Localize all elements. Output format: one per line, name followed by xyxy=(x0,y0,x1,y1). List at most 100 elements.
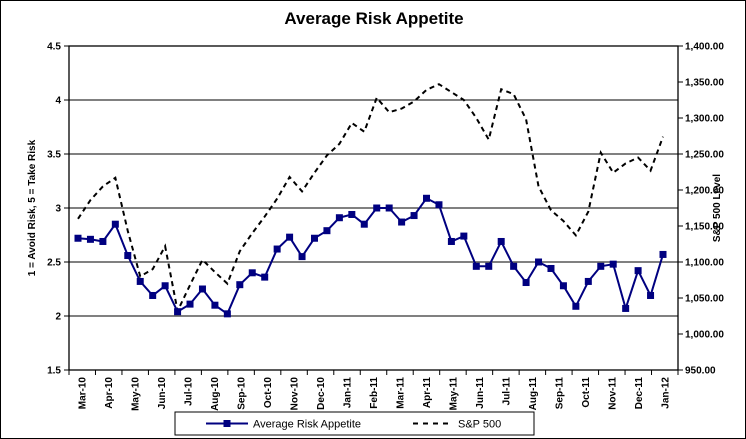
left-axis-tick-label: 4 xyxy=(55,96,61,107)
right-axis-tick-label: 1,000.00 xyxy=(685,330,724,341)
x-axis-label: Jan-11 xyxy=(343,377,354,409)
x-axis-label: Nov-10 xyxy=(290,377,301,411)
x-axis-label: May-11 xyxy=(448,377,459,411)
data-point-marker xyxy=(609,260,617,268)
right-axis-tick-label: 1,100.00 xyxy=(685,258,724,269)
legend-risk-sample-marker xyxy=(223,420,231,427)
x-axis-label: May-10 xyxy=(131,377,142,411)
x-axis-label: Oct-11 xyxy=(581,377,592,408)
data-point-marker xyxy=(510,262,518,270)
x-axis-label: Jul-11 xyxy=(501,377,512,406)
x-axis-label: Nov-11 xyxy=(607,377,618,410)
data-point-marker xyxy=(149,291,157,299)
data-point-marker xyxy=(559,282,567,290)
data-point-marker xyxy=(286,233,294,241)
chart-title: Average Risk Appetite xyxy=(284,9,464,28)
left-axis-tick-label: 3.5 xyxy=(47,150,61,161)
data-point-marker xyxy=(634,267,642,275)
data-point-marker xyxy=(584,277,592,285)
x-axis-label: Jun-11 xyxy=(475,377,486,409)
data-point-marker xyxy=(360,220,368,228)
data-point-marker xyxy=(435,201,443,209)
left-axis-tick-label: 2 xyxy=(55,312,61,323)
x-axis-label: Apr-10 xyxy=(104,377,115,409)
legend-label-risk: Average Risk Appetite xyxy=(253,419,361,431)
x-axis-label: Oct-10 xyxy=(263,377,274,409)
data-point-marker xyxy=(385,204,393,212)
data-point-marker xyxy=(198,285,206,293)
data-point-marker xyxy=(111,220,119,228)
right-axis-tick-label: 1,200.00 xyxy=(685,186,724,197)
data-point-marker xyxy=(622,304,630,312)
x-axis-label: Feb-11 xyxy=(369,377,380,409)
data-point-marker xyxy=(398,218,406,226)
right-axis-tick-label: 1,150.00 xyxy=(685,222,724,233)
right-axis-tick-label: 1,300.00 xyxy=(685,114,724,125)
right-axis-tick-label: 1,250.00 xyxy=(685,150,724,161)
x-axis-label: Aug-11 xyxy=(528,377,539,411)
data-point-marker xyxy=(236,281,244,289)
data-point-marker xyxy=(472,262,480,270)
data-point-marker xyxy=(86,235,94,243)
risk-appetite-line xyxy=(77,197,664,316)
left-axis-tick-label: 4.5 xyxy=(47,42,61,53)
data-point-marker xyxy=(410,212,418,220)
data-point-marker xyxy=(261,273,269,281)
x-axis-label: Mar-10 xyxy=(78,377,89,410)
data-point-marker xyxy=(335,214,343,222)
x-axis-label: Dec-10 xyxy=(316,377,327,410)
data-point-marker xyxy=(223,310,231,318)
data-point-marker xyxy=(248,269,256,277)
data-point-marker xyxy=(136,277,144,285)
data-point-marker xyxy=(497,237,505,245)
data-point-marker xyxy=(535,258,543,266)
right-axis-tick-label: 1,400.00 xyxy=(685,42,724,53)
data-point-marker xyxy=(174,308,182,316)
legend-box xyxy=(174,411,535,436)
x-axis-label: Dec-11 xyxy=(634,377,645,410)
data-point-marker xyxy=(460,232,468,240)
right-axis-tick-label: 1,350.00 xyxy=(685,78,724,89)
data-point-marker xyxy=(485,262,493,270)
x-axis-label: Sep-10 xyxy=(237,377,248,410)
x-axis-label: Jan-12 xyxy=(660,377,671,409)
data-point-marker xyxy=(273,245,281,253)
left-axis-tick-label: 3 xyxy=(55,204,61,215)
right-axis-tick-label: 950.00 xyxy=(685,366,716,377)
data-point-marker xyxy=(597,262,605,270)
legend: Average Risk Appetite S&P 500 xyxy=(174,411,535,436)
data-point-marker xyxy=(186,300,194,308)
left-axis-title: 1 = Avoid Risk, 5 = Take Risk xyxy=(27,139,38,276)
data-point-marker xyxy=(522,279,530,287)
data-point-marker xyxy=(99,237,107,245)
x-axis-label: Mar-11 xyxy=(395,377,406,409)
right-axis-title: S&P 500 Level xyxy=(712,174,723,242)
sp500-line xyxy=(77,83,664,315)
data-point-marker xyxy=(211,301,219,309)
data-point-marker xyxy=(348,210,356,218)
legend-label-sp500: S&P 500 xyxy=(458,419,501,431)
left-axis-tick-label: 1.5 xyxy=(47,366,61,377)
right-axis-tick-labels: 1,400.00 1,350.00 1,300.00 1,250.00 1,200.00… xyxy=(685,42,724,377)
data-point-marker xyxy=(323,227,331,235)
data-point-marker xyxy=(572,302,580,310)
data-point-marker xyxy=(547,264,555,272)
data-point-marker xyxy=(124,252,132,260)
data-point-marker xyxy=(310,234,318,242)
left-axis-tick-labels: 4.5 4 3.5 3 2.5 2 1.5 xyxy=(47,42,61,377)
data-point-marker xyxy=(74,234,82,242)
data-point-marker xyxy=(647,291,655,299)
left-axis-tick-label: 2.5 xyxy=(47,258,61,269)
x-axis-label: Apr-11 xyxy=(422,377,433,409)
data-point-marker xyxy=(161,282,169,290)
x-axis-labels: Mar-10 Apr-10 May-10 Jun-10 Jul-10 Aug-10 Sep-… xyxy=(78,377,672,411)
axis-ticks xyxy=(64,45,683,375)
risk-appetite-markers xyxy=(74,194,667,318)
data-point-marker xyxy=(373,204,381,212)
x-axis-label: Aug-10 xyxy=(210,377,221,411)
right-axis-tick-label: 1,050.00 xyxy=(685,294,724,305)
data-point-marker xyxy=(298,253,306,261)
x-axis-label: Jul-10 xyxy=(184,377,195,406)
